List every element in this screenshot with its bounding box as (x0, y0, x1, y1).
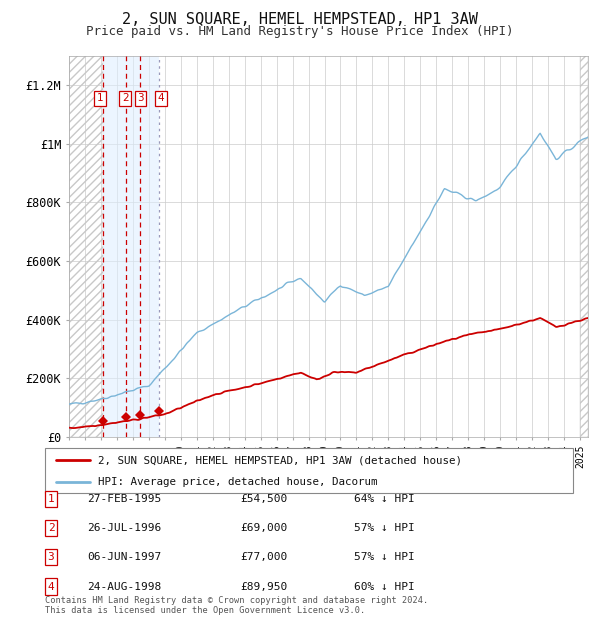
Text: 26-JUL-1996: 26-JUL-1996 (87, 523, 161, 533)
Text: 06-JUN-1997: 06-JUN-1997 (87, 552, 161, 562)
Text: 2: 2 (122, 94, 128, 104)
Text: £69,000: £69,000 (240, 523, 287, 533)
Text: 27-FEB-1995: 27-FEB-1995 (87, 494, 161, 504)
Text: 3: 3 (47, 552, 55, 562)
Text: 2: 2 (47, 523, 55, 533)
Text: £54,500: £54,500 (240, 494, 287, 504)
Text: 4: 4 (47, 582, 55, 591)
Text: 60% ↓ HPI: 60% ↓ HPI (354, 582, 415, 591)
Text: Contains HM Land Registry data © Crown copyright and database right 2024.
This d: Contains HM Land Registry data © Crown c… (45, 596, 428, 615)
Text: 1: 1 (47, 494, 55, 504)
Text: 2, SUN SQUARE, HEMEL HEMPSTEAD, HP1 3AW: 2, SUN SQUARE, HEMEL HEMPSTEAD, HP1 3AW (122, 12, 478, 27)
Text: HPI: Average price, detached house, Dacorum: HPI: Average price, detached house, Daco… (98, 477, 377, 487)
Text: Price paid vs. HM Land Registry's House Price Index (HPI): Price paid vs. HM Land Registry's House … (86, 25, 514, 38)
Bar (580, 56, 588, 437)
Bar (103, 56, 159, 437)
Text: 57% ↓ HPI: 57% ↓ HPI (354, 552, 415, 562)
FancyBboxPatch shape (45, 448, 573, 493)
Text: 2, SUN SQUARE, HEMEL HEMPSTEAD, HP1 3AW (detached house): 2, SUN SQUARE, HEMEL HEMPSTEAD, HP1 3AW … (98, 455, 462, 466)
Text: 3: 3 (137, 94, 144, 104)
Text: £89,950: £89,950 (240, 582, 287, 591)
Text: £77,000: £77,000 (240, 552, 287, 562)
Text: 4: 4 (158, 94, 164, 104)
Text: 64% ↓ HPI: 64% ↓ HPI (354, 494, 415, 504)
Text: 1: 1 (97, 94, 103, 104)
Text: 57% ↓ HPI: 57% ↓ HPI (354, 523, 415, 533)
Text: 24-AUG-1998: 24-AUG-1998 (87, 582, 161, 591)
Bar (69, 56, 103, 437)
